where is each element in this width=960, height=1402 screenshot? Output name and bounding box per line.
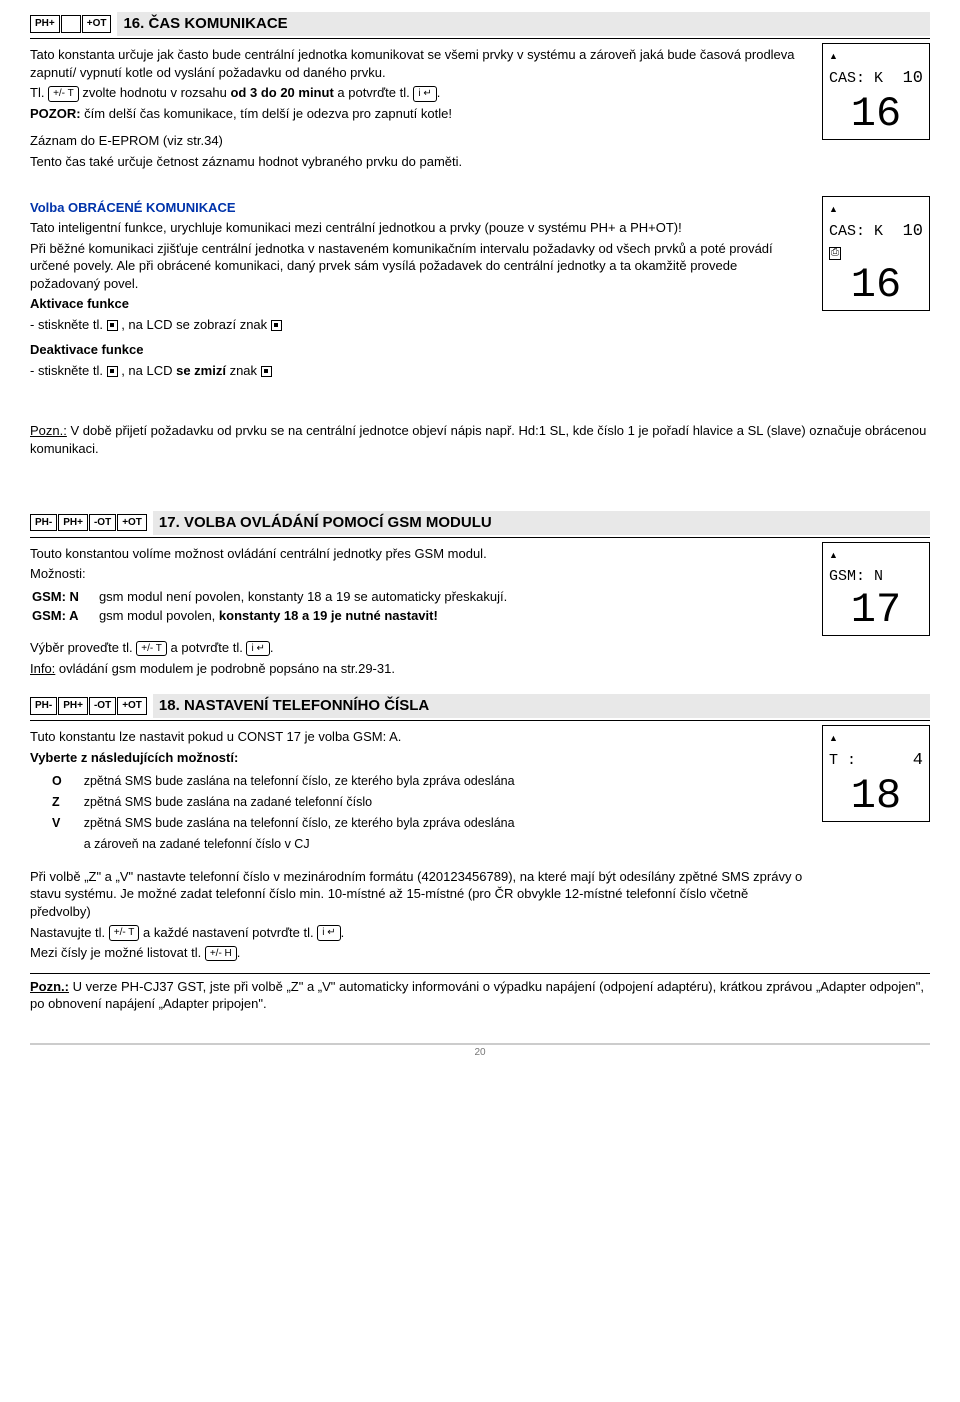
square-icon — [107, 320, 118, 331]
tag: +OT — [82, 15, 112, 33]
text: - stiskněte tl. , na LCD se zobrazí znak — [30, 316, 804, 334]
section-17-header: PH- PH+ -OT +OT 17. VOLBA OVLÁDÁNÍ POMOC… — [30, 511, 930, 535]
triangle-icon: ▲ — [829, 732, 923, 744]
reverse-comm-title: Volba OBRÁCENÉ KOMUNIKACE — [30, 199, 804, 217]
tag — [61, 15, 81, 33]
text: Touto konstantou volíme možnost ovládání… — [30, 545, 804, 563]
tags-17: PH- PH+ -OT +OT — [30, 514, 147, 532]
activate-heading: Aktivace funkce — [30, 295, 804, 313]
triangle-icon: ▲ — [829, 50, 923, 62]
text: Tl. +/- T zvolte hodnotu v rozsahu od 3 … — [30, 84, 804, 102]
tag: PH+ — [30, 15, 60, 33]
lcd-display-17: ▲ GSM: N 17 — [822, 542, 930, 636]
triangle-icon: ▲ — [829, 549, 923, 561]
text: Možnosti: — [30, 565, 804, 583]
tag: PH- — [30, 514, 57, 532]
square-icon — [107, 366, 118, 377]
section-16-title: 16. ČAS KOMUNIKACE — [117, 12, 930, 36]
tags-18: PH- PH+ -OT +OT — [30, 697, 147, 715]
deactivate-heading: Deaktivace funkce — [30, 341, 804, 359]
note: Pozn.: V době přijetí požadavku od prvku… — [30, 422, 930, 457]
i-enter-button: i ↵ — [317, 925, 340, 941]
tag: -OT — [89, 514, 116, 532]
tag: PH- — [30, 697, 57, 715]
tag: PH+ — [58, 514, 88, 532]
text: Tato inteligentní funkce, urychluje komu… — [30, 219, 804, 237]
options-heading: Vyberte z následujících možností: — [30, 749, 804, 767]
lcd-display-16a: ▲ CAS: K10 16 — [822, 43, 930, 140]
plusminus-t-button: +/- T — [48, 86, 79, 102]
text: Záznam do E-EPROM (viz str.34) — [30, 132, 804, 150]
section-18-title: 18. NASTAVENÍ TELEFONNÍHO ČÍSLA — [153, 694, 930, 718]
triangle-icon: ▲ — [829, 203, 923, 215]
tag: +OT — [117, 697, 147, 715]
text: Nastavujte tl. +/- T a každé nastavení p… — [30, 924, 804, 942]
i-enter-button: i ↵ — [413, 86, 436, 102]
plusminus-t-button: +/- T — [109, 925, 140, 941]
plusminus-h-button: +/- H — [205, 946, 237, 962]
text: Mezi čísly je možné listovat tl. +/- H. — [30, 944, 804, 962]
text: Tuto konstantu lze nastavit pokud u CONS… — [30, 728, 804, 746]
info: Info: ovládání gsm modulem je podrobně p… — [30, 660, 804, 678]
options-table: Ozpětná SMS bude zaslána na telefonní čí… — [50, 770, 517, 856]
text: Při běžné komunikaci zjišťuje centrální … — [30, 240, 804, 293]
text: Tento čas také určuje četnost záznamu ho… — [30, 153, 804, 171]
tag: PH+ — [58, 697, 88, 715]
warning: POZOR: čím delší čas komunikace, tím del… — [30, 105, 804, 123]
text: Tato konstanta určuje jak často bude cen… — [30, 46, 804, 81]
square-icon — [261, 366, 272, 377]
plusminus-t-button: +/- T — [136, 641, 167, 657]
tag: +OT — [117, 514, 147, 532]
i-enter-button: i ↵ — [246, 641, 269, 657]
text: Při volbě „Z" a „V" nastavte telefonní č… — [30, 868, 804, 921]
note: Pozn.: U verze PH-CJ37 GST, jste při vol… — [30, 978, 930, 1013]
lcd-display-18: ▲ T :4 18 — [822, 725, 930, 822]
section-18-header: PH- PH+ -OT +OT 18. NASTAVENÍ TELEFONNÍH… — [30, 694, 930, 718]
section-16-header: PH+ +OT 16. ČAS KOMUNIKACE — [30, 12, 930, 36]
square-icon — [271, 320, 282, 331]
text: - stiskněte tl. , na LCD se zmizí znak — [30, 362, 804, 380]
tag: -OT — [89, 697, 116, 715]
options-table: GSM: Ngsm modul není povolen, konstanty … — [30, 586, 509, 627]
page-number: 20 — [30, 1043, 930, 1060]
text: Výběr proveďte tl. +/- T a potvrďte tl. … — [30, 639, 804, 657]
tags-16: PH+ +OT — [30, 15, 111, 33]
section-17-title: 17. VOLBA OVLÁDÁNÍ POMOCÍ GSM MODULU — [153, 511, 930, 535]
lcd-display-16b: ▲ CAS: K ⎙10 16 — [822, 196, 930, 312]
